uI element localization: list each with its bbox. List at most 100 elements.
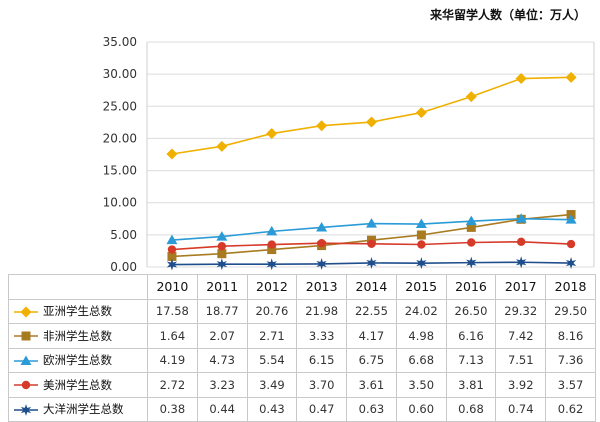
series-1-point	[465, 91, 477, 103]
data-label: 3.33	[296, 323, 348, 349]
series-5-point	[466, 256, 477, 269]
series-1-point	[166, 148, 178, 160]
series-5-point	[216, 258, 228, 271]
data-label: 20.76	[246, 298, 298, 324]
data-label: 3.70	[296, 372, 348, 398]
y-tick-label: 10.00	[103, 196, 137, 210]
table-row: 美洲学生总数 2.72 3.23 3.49 3.70 3.61 3.50 3.81 3.92 3.…	[8, 372, 596, 398]
series-2-point	[416, 230, 426, 240]
data-label: 29.32	[495, 298, 547, 324]
data-label: 7.36	[545, 347, 596, 373]
series-1-point	[316, 120, 328, 132]
data-label: 7.51	[495, 347, 547, 373]
legend-marker	[20, 355, 32, 365]
data-label: 8.16	[545, 323, 596, 349]
x-tick-label: 2015	[395, 274, 447, 300]
data-label: 0.44	[196, 396, 248, 422]
legend-entry: 亚洲学生总数	[8, 298, 148, 324]
data-label: 0.47	[296, 396, 348, 422]
legend-entry: 大洋洲学生总数	[8, 396, 148, 422]
data-label: 3.61	[346, 372, 397, 398]
series-5-point	[565, 257, 577, 270]
table-row: 亚洲学生总数 17.58 18.77 20.76 21.98 22.55 24.02 26.5…	[8, 298, 596, 324]
series-4-point	[467, 238, 476, 247]
data-label: 29.50	[545, 298, 596, 324]
x-tick-label: 2013	[296, 274, 348, 300]
chart-plot-area: 0.00 5.00 10.00 15.00 20.00 25.00 30.00 35.00	[103, 35, 595, 274]
data-label: 3.23	[196, 372, 248, 398]
legend-swatch	[14, 403, 38, 416]
x-tick-label: 2014	[346, 274, 397, 300]
data-label: 0.68	[445, 396, 497, 422]
data-label: 21.98	[296, 298, 348, 324]
y-tick-label: 25.00	[103, 99, 137, 113]
data-label: 3.57	[545, 372, 596, 398]
series-line-1	[171, 76, 572, 155]
data-label: 7.13	[445, 347, 497, 373]
series-name: 美洲学生总数	[43, 377, 112, 392]
data-label: 3.92	[495, 372, 547, 398]
series-4-point	[217, 242, 227, 251]
series-1-point	[266, 128, 278, 140]
series-2-point	[167, 251, 177, 261]
legend-entry: 欧洲学生总数	[8, 347, 148, 373]
data-label: 6.75	[346, 347, 397, 373]
series-3-point	[216, 231, 228, 241]
series-name: 非洲学生总数	[43, 328, 112, 343]
data-label: 6.68	[395, 347, 447, 373]
table-row: 大洋洲学生总数 0.38 0.44 0.43 0.47 0.63 0.60 0.68 0.74 0…	[8, 396, 596, 422]
data-label: 0.43	[246, 396, 298, 422]
series-4-point	[317, 239, 326, 248]
data-label: 7.42	[495, 323, 547, 349]
series-2-point	[466, 222, 476, 232]
table-row: 欧洲学生总数 4.19 4.73 5.54 6.15 6.75 6.68 7.13 7.51 7.…	[8, 347, 596, 373]
series-3-point	[415, 218, 427, 229]
data-table: 2010 2011 2012 2013 2014 2015 2016 2017 2018 亚洲学…	[8, 274, 596, 422]
series-3-point	[515, 213, 527, 223]
data-label: 4.98	[395, 323, 447, 349]
legend-swatch	[14, 381, 38, 390]
chart-title: 来华留学人数（单位：万人）	[429, 8, 586, 22]
data-label: 0.63	[346, 396, 397, 422]
series-name: 亚洲学生总数	[43, 304, 112, 319]
y-tick-label: 35.00	[103, 35, 137, 49]
x-tick-label: 2018	[545, 274, 596, 300]
series-3-point	[166, 234, 178, 245]
y-tick-label: 0.00	[110, 260, 137, 274]
legend-entry: 美洲学生总数	[8, 372, 148, 398]
series-4-point	[417, 240, 426, 249]
x-tick-label: 2016	[445, 274, 497, 300]
series-5-point	[166, 258, 178, 271]
series-5-point	[316, 257, 327, 270]
data-label: 3.49	[246, 372, 298, 398]
table-row: 非洲学生总数 1.64 2.07 2.71 3.33 4.17 4.98 6.16 7.42 8.…	[8, 323, 596, 349]
data-label: 4.73	[196, 347, 248, 373]
series-4-point	[167, 245, 177, 254]
series-5-point	[266, 258, 277, 271]
data-label: 4.17	[346, 323, 397, 349]
data-label: 4.19	[147, 347, 198, 373]
series-name: 欧洲学生总数	[43, 353, 112, 368]
series-3-point	[465, 215, 477, 226]
legend-marker	[21, 381, 31, 390]
table-header-row: 2010 2011 2012 2013 2014 2015 2016 2017 2018	[8, 274, 596, 300]
data-label: 0.62	[545, 396, 596, 422]
x-tick-label: 2012	[246, 274, 298, 300]
data-label: 3.50	[395, 372, 447, 398]
data-label: 18.77	[196, 298, 248, 324]
series-3-point	[266, 225, 278, 236]
x-tick-label: 2011	[196, 274, 248, 300]
data-label: 3.81	[445, 372, 497, 398]
legend-marker	[21, 331, 31, 341]
series-1-point	[415, 107, 427, 119]
y-tick-label: 5.00	[110, 228, 137, 242]
data-label: 24.02	[395, 298, 447, 324]
legend-swatch	[14, 306, 38, 318]
data-label: 22.55	[346, 298, 397, 324]
series-3-point	[316, 221, 328, 232]
series-5-point	[366, 256, 377, 269]
data-label: 5.54	[246, 347, 298, 373]
series-5-point	[416, 257, 427, 270]
series-1-point	[366, 116, 377, 128]
data-label: 6.16	[445, 323, 497, 349]
